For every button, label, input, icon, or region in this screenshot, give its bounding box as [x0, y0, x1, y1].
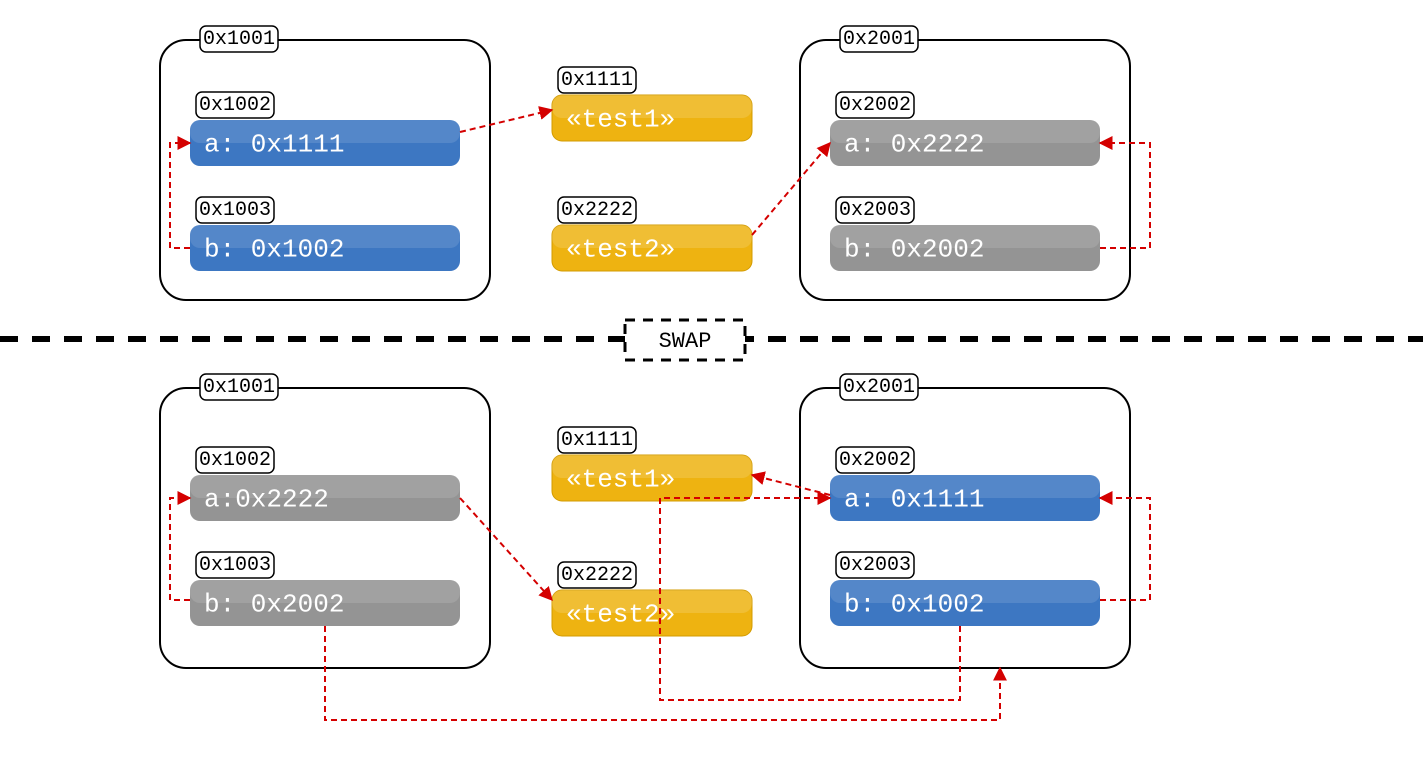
svg-text:0x1111: 0x1111	[561, 69, 633, 92]
string-address: 0x1111	[558, 67, 636, 93]
field-box: a: 0x1111 0x1002	[190, 92, 460, 166]
pointer-arrow	[170, 143, 190, 248]
swap-text: SWAP	[659, 329, 712, 354]
object-container: 0x2001 a: 0x2222 0x2002 b: 0x2002 0x2003	[800, 26, 1130, 300]
pointer-arrow	[460, 498, 552, 600]
field-address: 0x2003	[836, 197, 914, 223]
svg-text:0x2003: 0x2003	[839, 199, 911, 222]
string-text: «test2»	[566, 234, 675, 264]
svg-text:0x2003: 0x2003	[839, 554, 911, 577]
field-text: b: 0x1002	[204, 234, 344, 264]
field-text: a: 0x2222	[844, 129, 984, 159]
swap-label: SWAP	[625, 320, 745, 360]
container-address: 0x1001	[200, 374, 278, 400]
pointer-arrow	[752, 143, 830, 235]
field-box: a: 0x2222 0x2002	[830, 92, 1100, 166]
container-address: 0x2001	[840, 26, 918, 52]
svg-text:0x2002: 0x2002	[839, 449, 911, 472]
pointer-arrow	[1100, 498, 1150, 600]
field-text: a: 0x1111	[844, 484, 984, 514]
field-address: 0x1002	[196, 447, 274, 473]
pointer-arrow	[460, 110, 552, 132]
scene-before-swap: 0x1001 a: 0x1111 0x1002 b: 0x1002 0x1003 0x20…	[160, 26, 1150, 300]
field-text: a: 0x1111	[204, 129, 344, 159]
field-box: b: 0x1002 0x2003	[830, 552, 1100, 626]
string-box: «test2» 0x2222	[552, 562, 752, 636]
svg-text:0x1111: 0x1111	[561, 429, 633, 452]
pointer-arrow	[752, 475, 830, 495]
field-address: 0x1002	[196, 92, 274, 118]
svg-text:0x2001: 0x2001	[843, 28, 915, 51]
string-box: «test1» 0x1111	[552, 427, 752, 501]
object-container: 0x1001 a:0x2222 0x1002 b: 0x2002 0x1003	[160, 374, 490, 668]
field-address: 0x2003	[836, 552, 914, 578]
field-address: 0x2002	[836, 92, 914, 118]
svg-text:0x1002: 0x1002	[199, 94, 271, 117]
field-address: 0x2002	[836, 447, 914, 473]
svg-text:0x1003: 0x1003	[199, 199, 271, 222]
pointer-arrow	[325, 626, 1000, 720]
field-box: a:0x2222 0x1002	[190, 447, 460, 521]
object-container: 0x1001 a: 0x1111 0x1002 b: 0x1002 0x1003	[160, 26, 490, 300]
string-address: 0x2222	[558, 197, 636, 223]
field-box: a: 0x1111 0x2002	[830, 447, 1100, 521]
field-box: b: 0x2002 0x1003	[190, 552, 460, 626]
string-text: «test2»	[566, 599, 675, 629]
string-box: «test2» 0x2222	[552, 197, 752, 271]
string-address: 0x2222	[558, 562, 636, 588]
object-container: 0x2001 a: 0x1111 0x2002 b: 0x1002 0x2003	[800, 374, 1130, 668]
field-text: a:0x2222	[204, 484, 329, 514]
scene-after-swap: 0x1001 a:0x2222 0x1002 b: 0x2002 0x1003 0x200…	[160, 374, 1150, 720]
svg-text:0x2222: 0x2222	[561, 564, 633, 587]
svg-text:0x1002: 0x1002	[199, 449, 271, 472]
svg-text:0x2222: 0x2222	[561, 199, 633, 222]
pointer-arrow	[1100, 143, 1150, 248]
svg-text:0x2002: 0x2002	[839, 94, 911, 117]
container-address: 0x1001	[200, 26, 278, 52]
svg-text:0x1001: 0x1001	[203, 376, 275, 399]
field-text: b: 0x1002	[844, 589, 984, 619]
field-box: b: 0x1002 0x1003	[190, 197, 460, 271]
svg-text:0x2001: 0x2001	[843, 376, 915, 399]
string-text: «test1»	[566, 104, 675, 134]
container-address: 0x2001	[840, 374, 918, 400]
field-address: 0x1003	[196, 197, 274, 223]
svg-text:0x1003: 0x1003	[199, 554, 271, 577]
field-address: 0x1003	[196, 552, 274, 578]
string-box: «test1» 0x1111	[552, 67, 752, 141]
field-text: b: 0x2002	[204, 589, 344, 619]
string-text: «test1»	[566, 464, 675, 494]
field-text: b: 0x2002	[844, 234, 984, 264]
svg-text:0x1001: 0x1001	[203, 28, 275, 51]
field-box: b: 0x2002 0x2003	[830, 197, 1100, 271]
string-address: 0x1111	[558, 427, 636, 453]
pointer-arrow	[170, 498, 190, 600]
